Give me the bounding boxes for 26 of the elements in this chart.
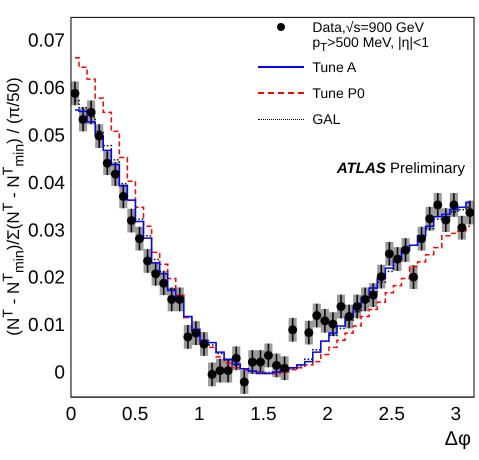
legend-label: Tune A [312, 59, 356, 75]
point [401, 246, 410, 255]
legend-label: Data,√s=900 GeV [312, 19, 424, 35]
x-tick-label: 0.5 [122, 404, 148, 425]
x-tick-label: 1.5 [250, 404, 277, 425]
annotation: p$_{T}$>500 MeV, |η|<1 [312, 34, 429, 54]
x-tick-label: 3 [450, 404, 462, 425]
point [344, 312, 354, 321]
legend-label: GAL [312, 111, 340, 127]
point [392, 254, 402, 264]
y-tick-label: 0.03 [28, 220, 65, 242]
x-tick-label: 2.5 [378, 404, 405, 425]
y-tick-label: 0.01 [28, 315, 65, 336]
annotation: ATLAS Preliminary [336, 160, 465, 177]
y-tick-label: 0.07 [28, 30, 65, 52]
y-tick-label: 0.02 [28, 268, 65, 289]
x-axis-title: Δφ [444, 428, 471, 451]
x-tick-label: 2 [322, 404, 333, 425]
y-tick-label: 0 [54, 362, 65, 384]
x-tick-label: 1 [194, 404, 205, 425]
y-tick-label: 0.04 [28, 172, 66, 194]
point [94, 132, 104, 141]
legend-label: Tune P0 [312, 85, 365, 101]
y-tick-label: 0.05 [28, 125, 65, 146]
point [352, 302, 362, 312]
y-tick-label: 0.06 [28, 78, 65, 99]
